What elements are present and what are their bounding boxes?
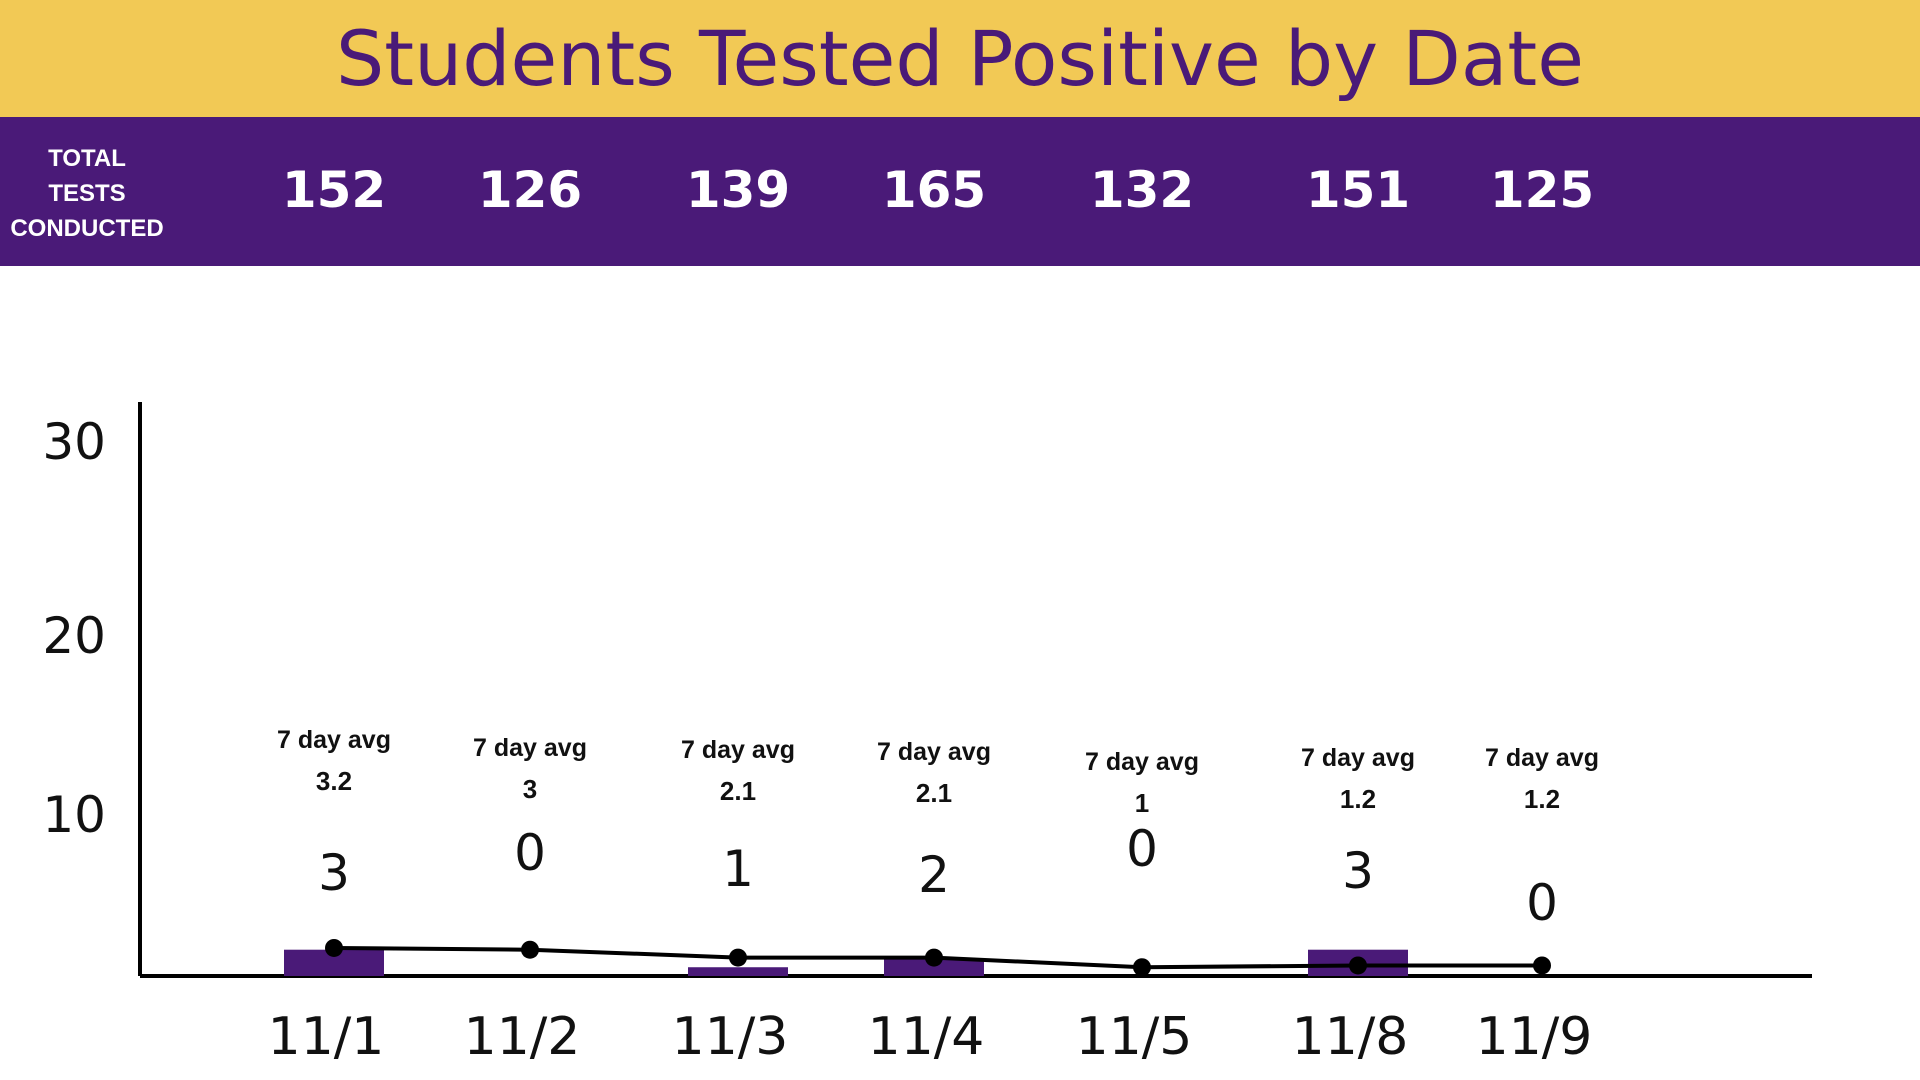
avg-value-label: 1.2 bbox=[1524, 784, 1560, 814]
avg-point bbox=[1133, 958, 1151, 977]
daily-value-label: 0 bbox=[1526, 874, 1558, 932]
avg-caption: 7 day avg bbox=[473, 734, 587, 762]
avg-value-label: 3.2 bbox=[316, 766, 352, 796]
x-tick-label: 11/8 bbox=[1292, 1007, 1409, 1067]
avg-value-label: 2.1 bbox=[916, 778, 952, 808]
avg-value-label: 1 bbox=[1135, 788, 1149, 818]
daily-value-label: 1 bbox=[722, 840, 754, 898]
x-tick-label: 11/2 bbox=[464, 1007, 581, 1067]
total-tests-value: 139 bbox=[685, 161, 791, 219]
avg-point bbox=[925, 948, 943, 967]
avg-caption: 7 day avg bbox=[1485, 744, 1599, 772]
daily-value-label: 2 bbox=[918, 846, 950, 904]
y-tick-label: 20 bbox=[42, 607, 106, 665]
avg-point bbox=[1533, 956, 1551, 975]
bar bbox=[884, 958, 984, 976]
avg-caption: 7 day avg bbox=[1085, 748, 1199, 776]
y-tick-label: 10 bbox=[42, 786, 106, 844]
avg-caption: 7 day avg bbox=[277, 726, 391, 754]
total-tests-value: 126 bbox=[477, 161, 583, 219]
avg-value-label: 3 bbox=[523, 774, 537, 804]
bar bbox=[688, 967, 788, 976]
daily-value-label: 3 bbox=[318, 844, 350, 902]
total-tests-value: 125 bbox=[1489, 161, 1595, 219]
avg-caption: 7 day avg bbox=[1301, 744, 1415, 772]
total-tests-value: 151 bbox=[1305, 161, 1411, 219]
avg-value-label: 2.1 bbox=[720, 776, 756, 806]
x-tick-label: 11/1 bbox=[268, 1007, 385, 1067]
avg-point bbox=[1349, 956, 1367, 975]
avg-point bbox=[325, 938, 343, 957]
total-tests-label: TOTAL TESTS CONDUCTED bbox=[10, 145, 164, 242]
y-tick-label: 30 bbox=[42, 413, 106, 471]
daily-value-label: 3 bbox=[1342, 842, 1374, 900]
x-tick-label: 11/4 bbox=[868, 1007, 985, 1067]
chart-title: Students Tested Positive by Date bbox=[336, 14, 1584, 103]
total-tests-value: 152 bbox=[281, 161, 387, 219]
total-tests-band: TOTAL TESTS CONDUCTED 152 126 139 165 132 151… bbox=[0, 117, 1920, 266]
daily-value-label: 0 bbox=[1126, 820, 1158, 878]
x-tick-label: 11/5 bbox=[1076, 1007, 1193, 1067]
avg-caption: 7 day avg bbox=[877, 738, 991, 766]
title-banner: Students Tested Positive by Date bbox=[0, 0, 1920, 117]
x-tick-label: 11/9 bbox=[1476, 1007, 1593, 1067]
avg-caption: 7 day avg bbox=[681, 736, 795, 764]
total-tests-value: 132 bbox=[1089, 161, 1195, 219]
x-tick-label: 11/3 bbox=[672, 1007, 789, 1067]
avg-point bbox=[729, 948, 747, 967]
avg-value-label: 1.2 bbox=[1340, 784, 1376, 814]
total-tests-value: 165 bbox=[881, 161, 987, 219]
daily-value-label: 0 bbox=[514, 824, 546, 882]
avg-point bbox=[521, 940, 539, 959]
